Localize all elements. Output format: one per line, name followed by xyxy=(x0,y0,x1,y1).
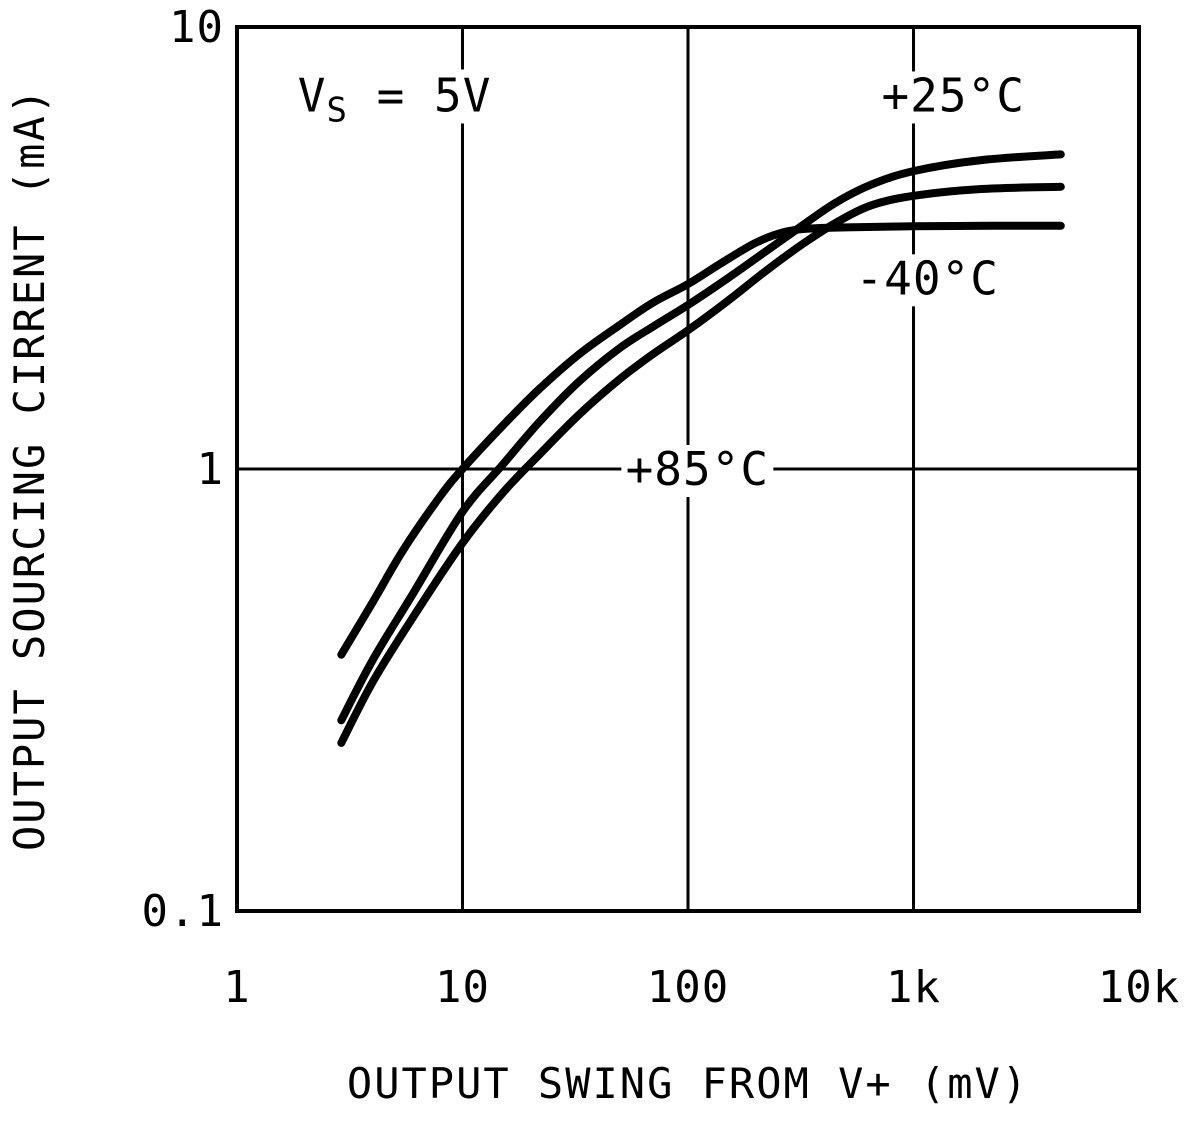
y-tick-0.1: 0.1 xyxy=(142,886,224,937)
curves xyxy=(337,150,1065,747)
x-tick-10: 10 xyxy=(435,962,490,1013)
curve-label-plus-85c: +85°C xyxy=(626,442,769,496)
x-tick-1k: 1k xyxy=(886,962,941,1013)
x-tick-10k: 10k xyxy=(1098,962,1180,1013)
supply-voltage-annotation: VS = 5V xyxy=(298,68,492,130)
plot-border xyxy=(235,25,1141,913)
curve-minus-40c xyxy=(337,221,1065,659)
curve-label-bg-plus-85c xyxy=(621,445,774,497)
tick-labels: 1 10 100 1k 10k 10 1 0.1 xyxy=(142,2,1180,1013)
supply-annotation-bg xyxy=(289,69,500,124)
y-tick-10: 10 xyxy=(169,2,224,53)
curve-label-minus-40c: -40°C xyxy=(855,251,998,305)
curve-label-bg-plus-25c xyxy=(877,71,1030,124)
curve-label-bg-minus-40c xyxy=(851,254,1004,307)
curve-labels: -40°C +25°C +85°C xyxy=(621,68,1030,497)
curve-plus-25c xyxy=(337,150,1065,725)
annotation-layer: VS = 5V xyxy=(289,68,500,130)
y-tick-1: 1 xyxy=(197,444,225,495)
x-tick-1: 1 xyxy=(223,962,251,1013)
curve-label-plus-25c: +25°C xyxy=(881,68,1024,122)
x-axis-title: OUTPUT SWING FROM V+ (mV) xyxy=(347,1059,1029,1108)
x-tick-100: 100 xyxy=(647,962,729,1013)
y-axis-title: OUTPUT SOURCING CIRRENT (mA) xyxy=(5,87,54,851)
curve-plus-85c xyxy=(337,182,1065,747)
